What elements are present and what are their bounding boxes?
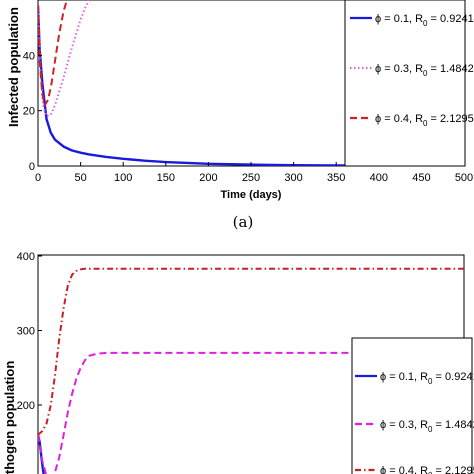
series-group-top (38, 0, 464, 166)
x-tick-label: 50 (74, 172, 86, 184)
legend-label-1: ϕ = 0.1, R0 = 0.924143 (380, 371, 474, 386)
x-tick-label: 100 (114, 172, 132, 184)
x-tick-label: 200 (199, 172, 217, 184)
x-tick-label: 250 (242, 172, 260, 184)
x-tick-label: 150 (157, 172, 175, 184)
y-axis-label-top: Infected population (6, 7, 21, 127)
y-tick-label: 400 (17, 251, 35, 263)
legend-bottom: ϕ = 0.1, R0 = 0.924143 ϕ = 0.3, R0 = 1.48… (351, 337, 474, 474)
legend-label-2: ϕ = 0.3, R0 = 1.48423 (380, 419, 474, 434)
series-line-2 (38, 351, 464, 474)
x-tick-label: 0 (35, 172, 41, 184)
caption-a: (a) (233, 213, 254, 231)
series-line-3 (38, 267, 464, 436)
x-tick-label: 400 (370, 172, 388, 184)
tick-group-top: 0 50 100 150 200 250 300 350 400 450 500 0 20 40 (23, 50, 473, 184)
pathogen-population-chart: 100200300400 Pathogen population ϕ = 0.1… (2, 251, 474, 474)
x-tick-label: 300 (284, 172, 302, 184)
x-axis-label-top: Time (days) (221, 189, 282, 201)
series-line-3 (38, 0, 68, 107)
legend-label-3: ϕ = 0.4, R0 = 2.12955 (375, 113, 474, 128)
infected-population-chart: 0 50 100 150 200 250 300 350 400 450 500 0 20 40 Infe… (6, 0, 474, 201)
legend-label-3: ϕ = 0.4, R0 = 2.12955 (380, 465, 474, 474)
series-group-bottom (38, 267, 464, 474)
y-tick-label: 40 (23, 50, 35, 62)
x-tick-label: 500 (455, 172, 473, 184)
legend-label-2: ϕ = 0.3, R0 = 1.48423 (375, 63, 474, 78)
x-tick-label: 450 (412, 172, 430, 184)
tick-group-bottom: 100200300400 (17, 251, 42, 412)
y-tick-label: 300 (17, 326, 35, 338)
x-tick-label: 350 (327, 172, 345, 184)
y-axis-label-bottom: Pathogen population (2, 361, 17, 474)
series-line-1 (38, 5, 464, 166)
legend-top: ϕ = 0.1, R0 = 0.924143 ϕ = 0.3, R0 = 1.48… (344, 0, 474, 167)
y-tick-label: 200 (17, 400, 35, 412)
legend-label-1: ϕ = 0.1, R0 = 0.924143 (375, 13, 474, 28)
y-tick-label: 20 (23, 106, 35, 118)
legend-box-top (344, 0, 466, 167)
y-tick-label: 0 (29, 161, 35, 173)
legend-box-bottom (351, 337, 473, 474)
